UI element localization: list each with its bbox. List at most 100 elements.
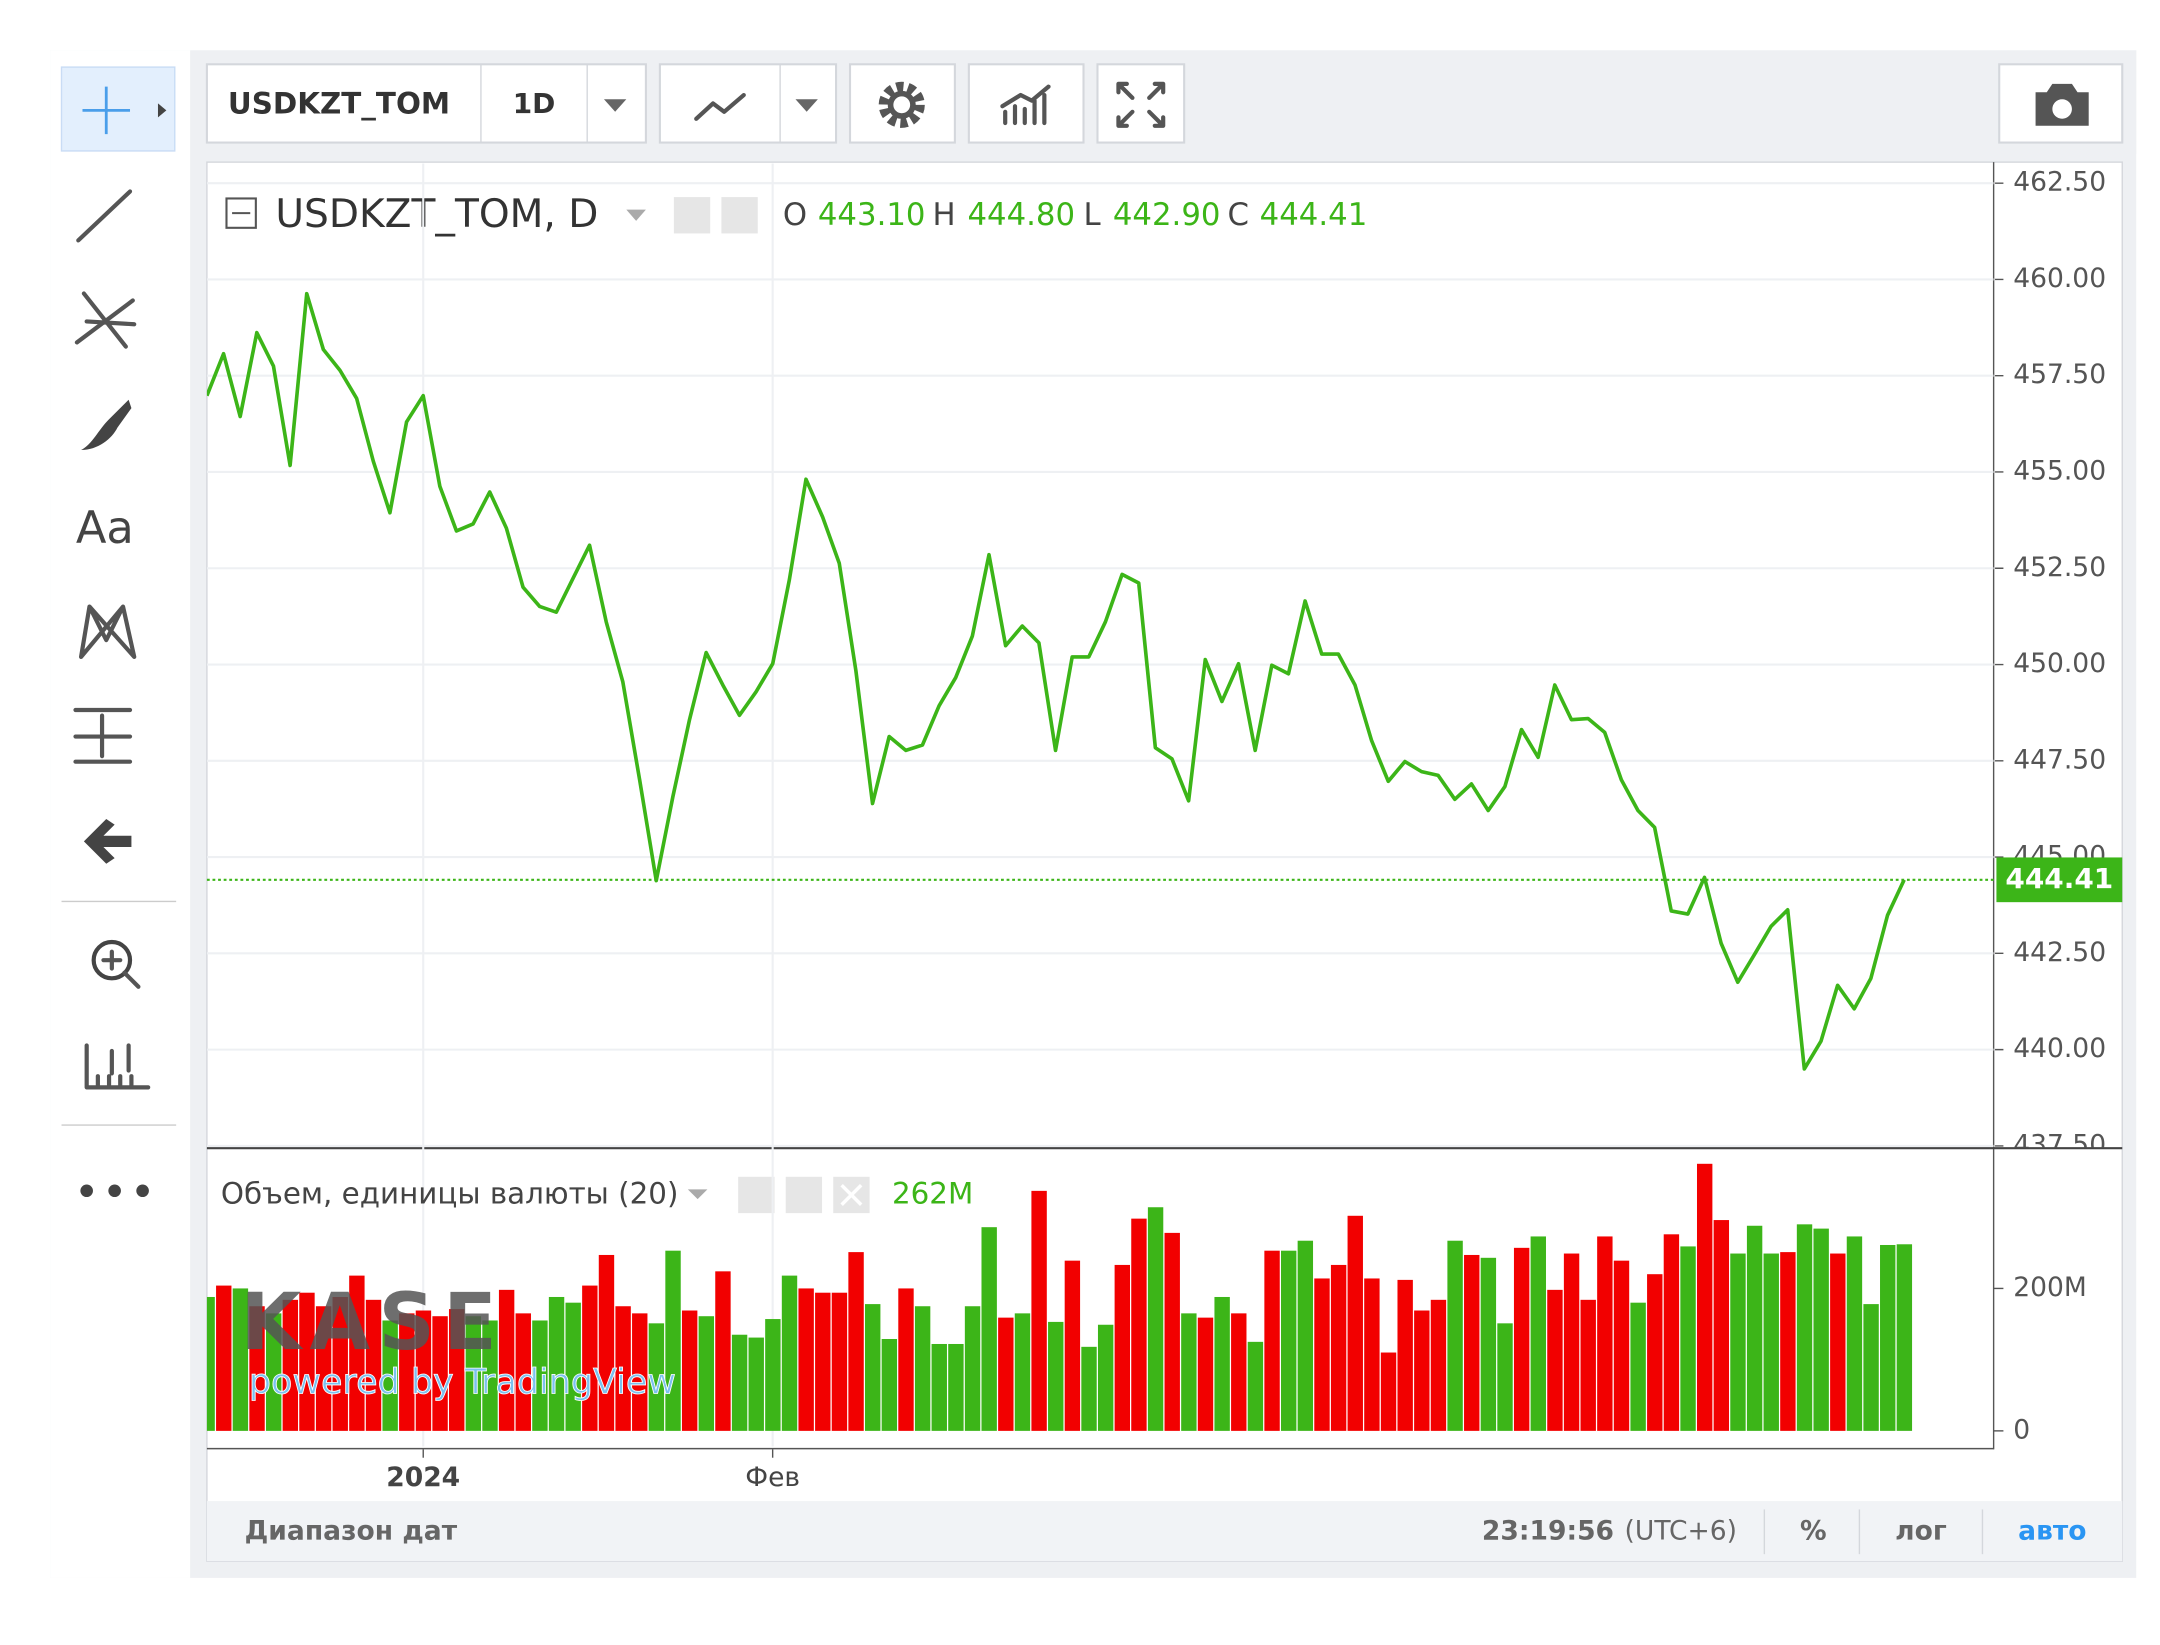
caret[interactable] [626,209,646,221]
zoom-icon[interactable] [101,949,141,989]
volume-bar [1563,1253,1580,1431]
brush-icon[interactable] [81,399,132,451]
timezone[interactable]: (UTC+6) [1625,1515,1738,1546]
volume-bar [1547,1289,1563,1431]
text-tool[interactable]: Aa [76,501,134,554]
gear-icon[interactable] [887,90,916,119]
ohlc-label: L [1083,197,1100,233]
measure-icon[interactable] [73,707,133,764]
date-range[interactable]: Диапазон дат [245,1515,458,1546]
trend-line-icon[interactable] [76,189,133,243]
volume-bar [465,1316,482,1431]
more-icon[interactable] [136,1184,149,1198]
symbol[interactable]: USDKZT_TOM [228,86,450,120]
volume-bar [1846,1236,1863,1431]
volume-bar [748,1337,764,1431]
y-tick-label: 452.50 [2013,552,2106,583]
volume-bar [781,1275,798,1431]
volume-bar [1281,1250,1297,1431]
volume-bar [1081,1346,1097,1431]
collapse-icon[interactable] [225,197,257,229]
volume-bar [1314,1278,1330,1431]
y-tick-label: 437.50 [2013,1129,2106,1160]
zoom-icon[interactable] [91,939,133,981]
fullscreen-icon[interactable] [1116,81,1166,128]
volume-bar [1114,1264,1130,1431]
crosshair-icon[interactable] [82,86,131,135]
volume-bar [698,1316,715,1431]
volume-bar [665,1250,681,1431]
volume-bar [765,1319,781,1431]
ohlc-value: 444.41 [1260,197,1368,233]
auto-toggle[interactable]: авто [2018,1515,2086,1546]
volume-bar [1896,1244,1913,1431]
caret[interactable] [603,99,627,112]
y-tick-label: 462.50 [2013,167,2106,198]
volume-bar [1696,1163,1713,1431]
volume-bar [1597,1236,1613,1431]
volume-bar [881,1338,898,1431]
side-toolbar [50,50,191,1578]
log-toggle[interactable]: лог [1895,1515,1947,1546]
ruler-icon[interactable] [84,1043,151,1090]
volume-bar [1630,1302,1646,1431]
volume-bar [1031,1190,1047,1431]
eye-icon[interactable] [738,1176,775,1214]
caret[interactable] [157,103,167,118]
caret[interactable] [687,1189,708,1200]
volume-bar [1231,1313,1247,1431]
volume-bar [1663,1234,1680,1431]
volume-bar [1247,1341,1264,1431]
volume-bar [565,1302,581,1431]
volume-bar [1746,1225,1763,1431]
more-icon[interactable] [80,1184,93,1198]
close-icon[interactable] [840,1183,863,1206]
volume-bar [1813,1228,1829,1431]
interval[interactable]: 1D [513,87,556,120]
volume-bar [1414,1310,1430,1431]
eye-icon[interactable] [673,197,711,234]
volume-bar [914,1306,931,1431]
volume-bar [1647,1274,1663,1431]
volume-bar [981,1227,997,1431]
volume-bar [265,1313,282,1431]
volume-bar [1613,1260,1630,1431]
ohlc-label: H [933,197,956,233]
volume-bar [299,1292,315,1431]
indicators-button[interactable] [967,63,1085,144]
back-icon[interactable] [83,819,132,864]
gear-icon[interactable] [878,81,925,128]
price-line [206,291,1906,1071]
settings-icon[interactable] [785,1176,823,1214]
x-tick-label: 2024 [386,1462,460,1493]
percent-toggle[interactable]: % [1800,1515,1827,1546]
volume-bar [1297,1240,1314,1431]
settings-icon[interactable] [721,197,758,234]
fullscreen-button[interactable] [1096,63,1186,144]
series-title: USDKZT_TOM, D [275,192,598,237]
volume-bar [349,1275,365,1431]
symbol-button[interactable] [205,63,647,144]
camera-icon[interactable] [2052,99,2072,119]
indicators-icon[interactable] [1000,84,1051,126]
caret[interactable] [795,99,818,112]
volume-bar [1430,1299,1447,1431]
fib-icon[interactable] [74,291,137,349]
last-price-label: 444.41 [2005,862,2113,895]
y-tick-label: 455.00 [2013,455,2106,486]
last-price-box [1996,857,2123,903]
volume-bar [1164,1232,1180,1431]
pattern-icon[interactable] [78,604,137,659]
volume-bar [731,1334,748,1431]
volume-bar [1497,1323,1513,1431]
more-icon[interactable] [108,1184,121,1198]
volume-bar [582,1285,598,1431]
volume-bar [1214,1296,1230,1431]
volume-bar [632,1313,648,1431]
settings-button[interactable] [848,63,956,144]
x-tick-label: Фев [745,1462,800,1493]
volume-bar [848,1252,864,1431]
line-icon[interactable] [694,92,746,121]
volume-bar [648,1323,665,1431]
crosshair-button[interactable] [60,66,176,152]
